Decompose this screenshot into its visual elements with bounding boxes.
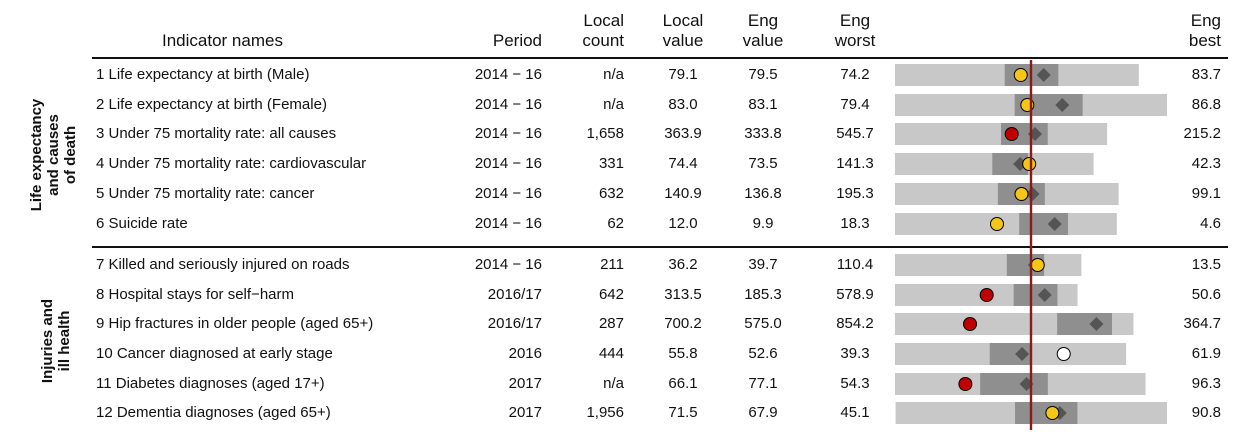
local-value-marker [991,218,1004,231]
spine-range-bar [895,213,1117,235]
local-value-marker [1005,128,1018,141]
local-value-marker [1057,348,1070,361]
local-value-marker [980,289,993,302]
local-value-marker [1023,158,1036,171]
local-value-marker [1031,259,1044,272]
local-value-marker [1015,188,1028,201]
local-value-marker [1046,407,1059,420]
local-value-marker [1014,69,1027,82]
spine-iqr-bar [1057,313,1112,335]
local-value-marker [959,378,972,391]
spine-iqr-bar [980,373,1048,395]
local-value-marker [964,318,977,331]
spine-range-bar [895,254,1081,276]
